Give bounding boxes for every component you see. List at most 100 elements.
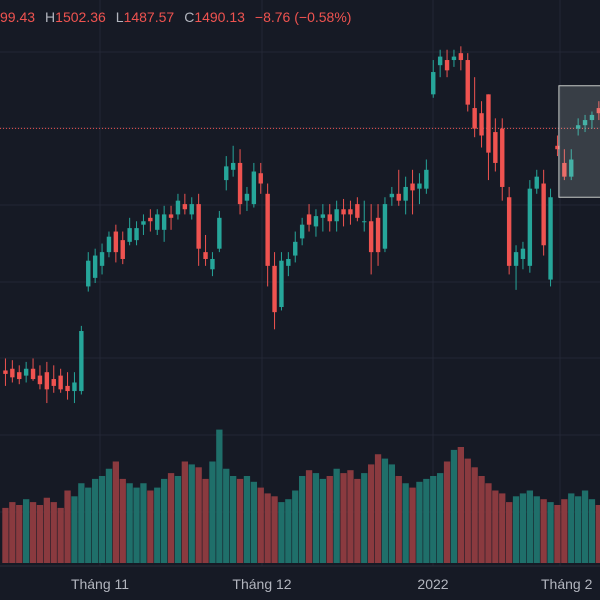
volume-bar [575, 496, 582, 563]
candle-body [417, 183, 422, 189]
candle-body [582, 120, 588, 126]
volume-bar [457, 447, 464, 563]
volume-bar [299, 476, 306, 563]
volume-bar [64, 490, 71, 563]
candle-body [127, 228, 132, 242]
volume-bar [547, 502, 554, 563]
volume-bar [174, 476, 182, 563]
candle-body [486, 94, 491, 153]
candle-body [265, 193, 270, 266]
volume-bar [368, 464, 375, 563]
low-value: 1487.57 [123, 9, 175, 25]
x-tick-label: Tháng 11 [71, 576, 129, 592]
candle-body [334, 209, 339, 222]
volume-bar [340, 473, 347, 563]
volume-bar [595, 505, 600, 563]
candle-body [513, 252, 519, 266]
volume-bar [119, 478, 126, 563]
candle-body [293, 241, 298, 256]
candle-body [368, 221, 374, 253]
volume-bar [250, 481, 257, 563]
candle-body [355, 204, 360, 218]
volume-bar [443, 461, 451, 563]
volume-bar [519, 493, 527, 563]
volume-bar [326, 476, 333, 563]
volume-bars [2, 429, 600, 563]
candle-body [251, 171, 257, 205]
candle-body [272, 265, 277, 313]
volume-bar [381, 458, 389, 563]
candle-body [493, 132, 498, 163]
volume-bar [264, 493, 271, 563]
candle-body [389, 193, 395, 198]
volume-bar [305, 470, 313, 563]
volume-bar [92, 478, 99, 563]
x-axis: Tháng 11 Tháng 12 2022 Tháng 2 [71, 576, 593, 592]
candle-body [313, 216, 319, 227]
candle-body [17, 372, 22, 380]
volume-bar [312, 473, 320, 563]
candle-body [72, 382, 77, 392]
volume-bar [23, 499, 30, 563]
volume-bar [71, 496, 78, 563]
candlesticks[interactable] [3, 46, 600, 404]
candle-body [458, 53, 464, 61]
volume-bar [409, 487, 416, 563]
candle-body [168, 214, 174, 218]
candle-body [161, 214, 167, 230]
volume-bar [388, 464, 395, 563]
candle-body [555, 145, 560, 150]
candle-body [65, 385, 70, 392]
candle-body [99, 252, 105, 266]
candle-body [534, 176, 539, 189]
x-tick-label: Tháng 12 [232, 576, 291, 592]
candle-body [362, 221, 367, 223]
volume-bar [478, 476, 485, 563]
x-tick-label: 2022 [417, 576, 448, 592]
candle-body [92, 255, 98, 278]
candle-body [189, 204, 194, 215]
candle-body [244, 193, 250, 201]
candle-body [541, 183, 546, 246]
candle-body [217, 217, 222, 249]
candle-body [437, 56, 443, 66]
volume-bar [105, 468, 113, 563]
candle-body [106, 236, 112, 253]
candle-body [113, 231, 119, 253]
volume-bar [271, 496, 278, 563]
candle-body [465, 60, 470, 105]
volume-bar [430, 476, 437, 563]
volume-bar [126, 483, 133, 563]
candle-body [58, 375, 63, 390]
volume-bar [243, 476, 251, 563]
volume-bar [416, 481, 423, 563]
candle-body [575, 125, 581, 129]
volume-bar [29, 502, 37, 563]
high-label: H [45, 9, 56, 25]
volume-bar [230, 476, 237, 563]
volume-bar [188, 464, 195, 563]
volume-bar [485, 483, 492, 563]
volume-bar [167, 473, 175, 563]
candle-body [431, 72, 436, 95]
volume-bar [98, 476, 106, 563]
candle-body [410, 183, 415, 191]
volume-bar [540, 499, 547, 563]
x-tick-label: Tháng 2 [541, 576, 593, 592]
candle-body [120, 240, 125, 259]
volume-bar [361, 473, 368, 563]
candle-body [596, 108, 600, 114]
candle-body [237, 162, 243, 205]
ohlc-legend: 99.43 H1502.36 L1487.57 C1490.13 −8.76 (−0.5… [0, 9, 351, 25]
volume-bar [423, 478, 430, 563]
selection-highlight-box[interactable] [558, 85, 600, 198]
candle-body [396, 193, 401, 201]
volume-bar [2, 507, 9, 563]
volume-bar [36, 505, 44, 563]
volume-bar [209, 461, 216, 563]
candle-body [10, 368, 15, 378]
volume-bar [492, 490, 499, 563]
candle-body [148, 217, 153, 222]
